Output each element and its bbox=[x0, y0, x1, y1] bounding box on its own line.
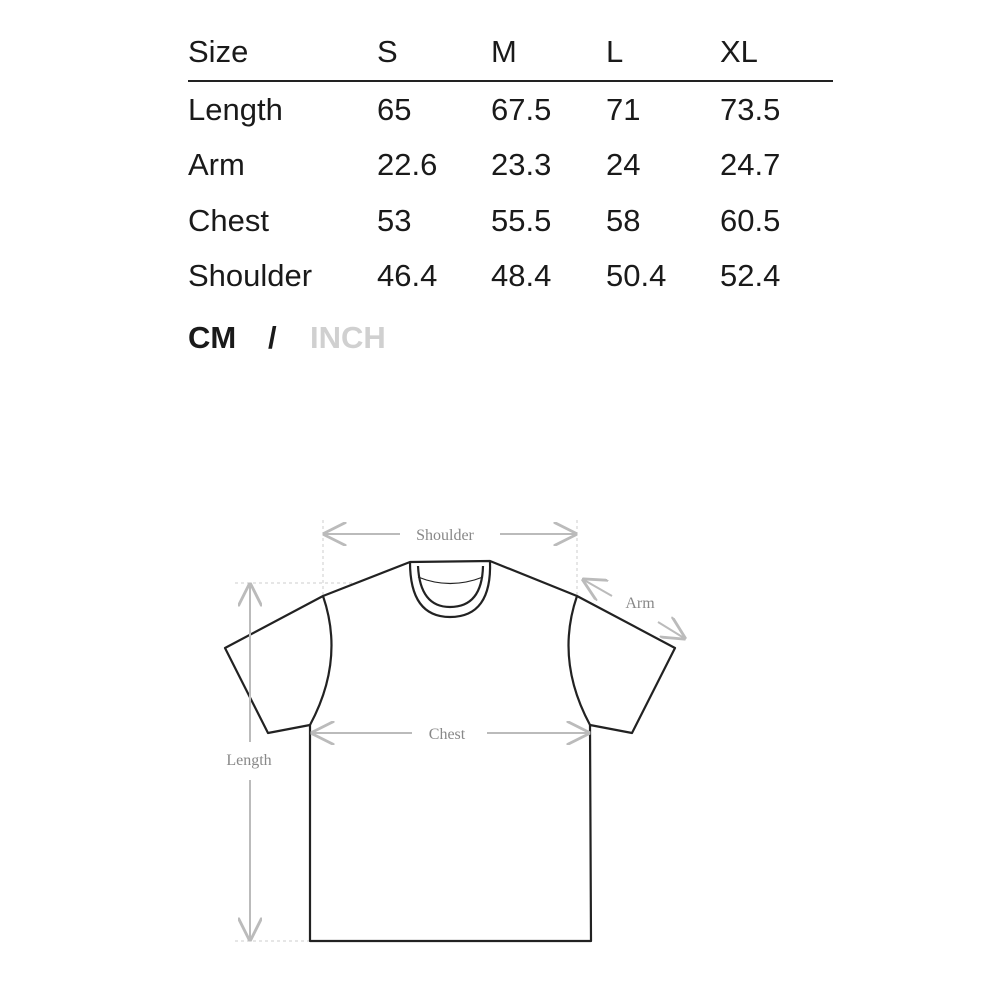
column-header: XL bbox=[720, 34, 758, 69]
table-cell: 60.5 bbox=[720, 203, 781, 238]
shoulder-label: Shoulder bbox=[416, 527, 474, 544]
table-cell: 58 bbox=[606, 203, 641, 238]
unit-separator: / bbox=[268, 320, 277, 355]
tshirt-outline bbox=[223, 559, 677, 943]
chest-label: Chest bbox=[429, 726, 466, 743]
table-cell: 71 bbox=[606, 92, 641, 127]
row-label: Arm bbox=[188, 147, 245, 182]
column-header: Size bbox=[188, 34, 249, 69]
table-cell: 50.4 bbox=[606, 258, 667, 293]
unit-cm-toggle[interactable]: CM bbox=[188, 320, 237, 355]
table-cell: 53 bbox=[377, 203, 412, 238]
row-label: Chest bbox=[188, 203, 269, 238]
table-cell: 46.4 bbox=[377, 258, 438, 293]
table-cell: 65 bbox=[377, 92, 412, 127]
arm-label: Arm bbox=[625, 595, 655, 612]
row-label: Length bbox=[188, 92, 283, 127]
column-header: S bbox=[377, 34, 398, 69]
table-cell: 52.4 bbox=[720, 258, 781, 293]
length-label: Length bbox=[226, 752, 271, 769]
table-cell: 24.7 bbox=[720, 147, 781, 182]
column-header: M bbox=[491, 34, 517, 69]
table-cell: 55.5 bbox=[491, 203, 552, 238]
row-label: Shoulder bbox=[188, 258, 313, 293]
unit-inch-toggle[interactable]: INCH bbox=[310, 320, 386, 355]
table-cell: 24 bbox=[606, 147, 641, 182]
column-header: L bbox=[606, 34, 624, 69]
table-cell: 67.5 bbox=[491, 92, 552, 127]
measure-arrows bbox=[250, 534, 684, 939]
table-cell: 73.5 bbox=[720, 92, 781, 127]
table-cell: 23.3 bbox=[491, 147, 552, 182]
table-cell: 22.6 bbox=[377, 147, 438, 182]
header-divider bbox=[188, 80, 833, 82]
table-cell: 48.4 bbox=[491, 258, 552, 293]
